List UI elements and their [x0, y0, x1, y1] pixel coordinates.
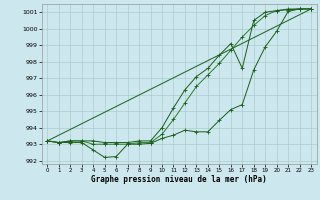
- X-axis label: Graphe pression niveau de la mer (hPa): Graphe pression niveau de la mer (hPa): [91, 175, 267, 184]
